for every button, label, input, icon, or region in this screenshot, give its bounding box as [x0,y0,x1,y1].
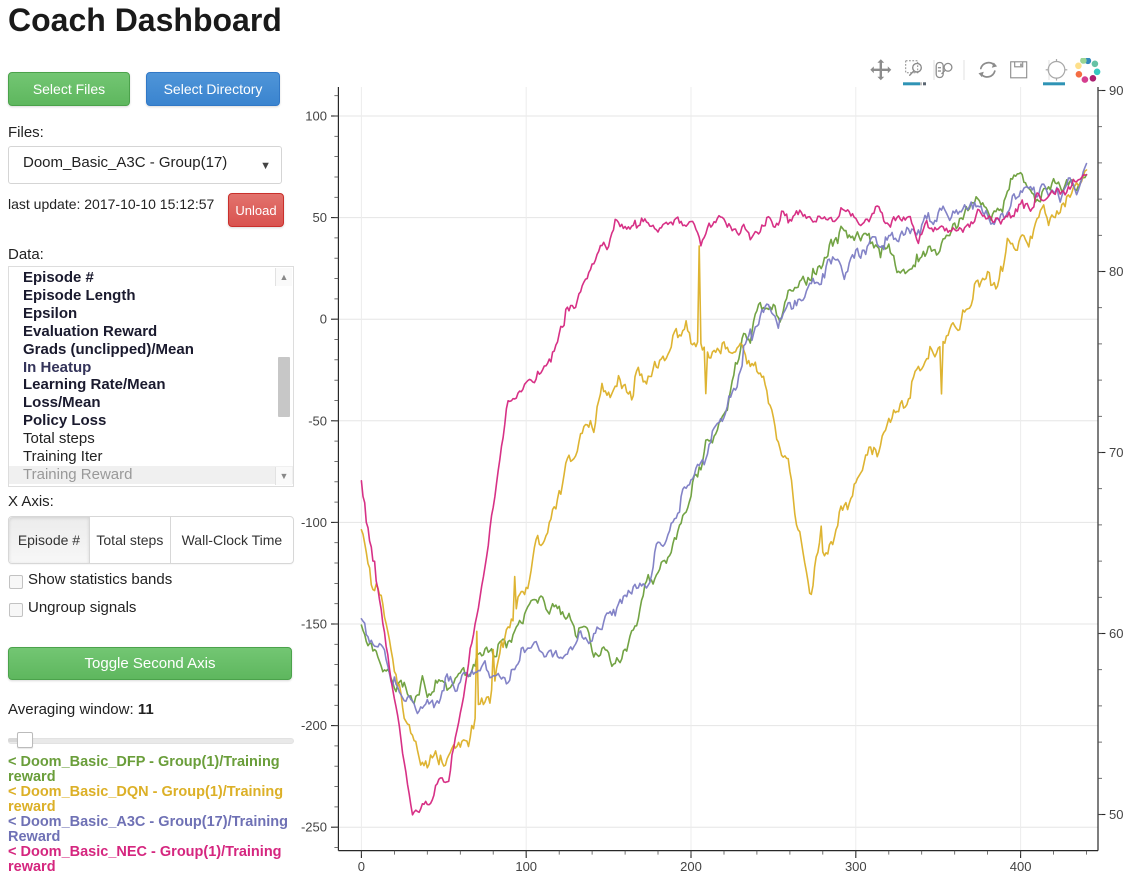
svg-text:0: 0 [358,859,365,874]
svg-text:50: 50 [313,210,327,225]
svg-text:-50: -50 [308,413,327,428]
svg-text:90: 90 [1109,83,1123,98]
svg-text:-100: -100 [301,515,327,530]
svg-text:-150: -150 [301,617,327,632]
svg-text:-200: -200 [301,718,327,733]
svg-text:60: 60 [1109,626,1123,641]
svg-text:200: 200 [680,859,702,874]
svg-text:0: 0 [320,312,327,327]
svg-text:400: 400 [1010,859,1032,874]
svg-text:300: 300 [845,859,867,874]
svg-text:70: 70 [1109,445,1123,460]
svg-text:-250: -250 [301,820,327,835]
svg-text:100: 100 [305,109,327,124]
svg-text:50: 50 [1109,807,1123,822]
svg-text:100: 100 [515,859,537,874]
svg-text:80: 80 [1109,264,1123,279]
